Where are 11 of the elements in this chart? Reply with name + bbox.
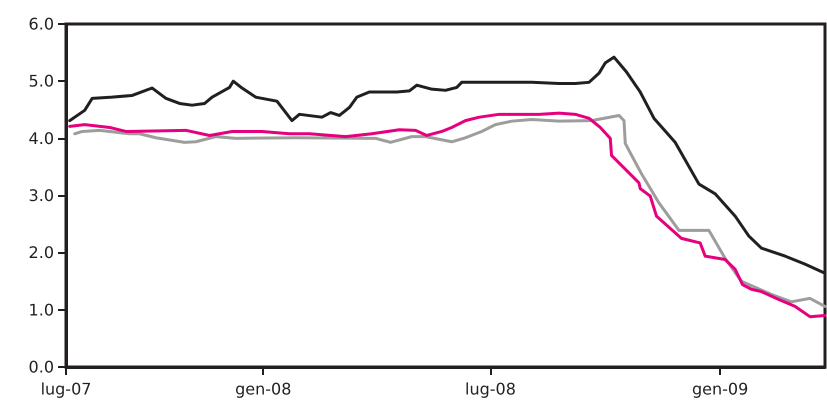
x-tick-label: gen-09 (692, 380, 748, 398)
y-tick-label: 4.0 (28, 128, 54, 148)
y-tick-label: 0.0 (28, 358, 54, 376)
y-tick-label: 6.0 (28, 14, 54, 34)
y-tick-label: 1.0 (28, 300, 54, 320)
y-tick-label: 2.0 (28, 243, 54, 262)
y-tick-label: 5.0 (28, 72, 54, 91)
x-tick-label: gen-08 (235, 380, 292, 398)
x-tick-label: lug-07 (40, 380, 92, 398)
x-tick-label: lug-08 (465, 380, 516, 398)
y-tick-label: 3.0 (28, 186, 54, 205)
